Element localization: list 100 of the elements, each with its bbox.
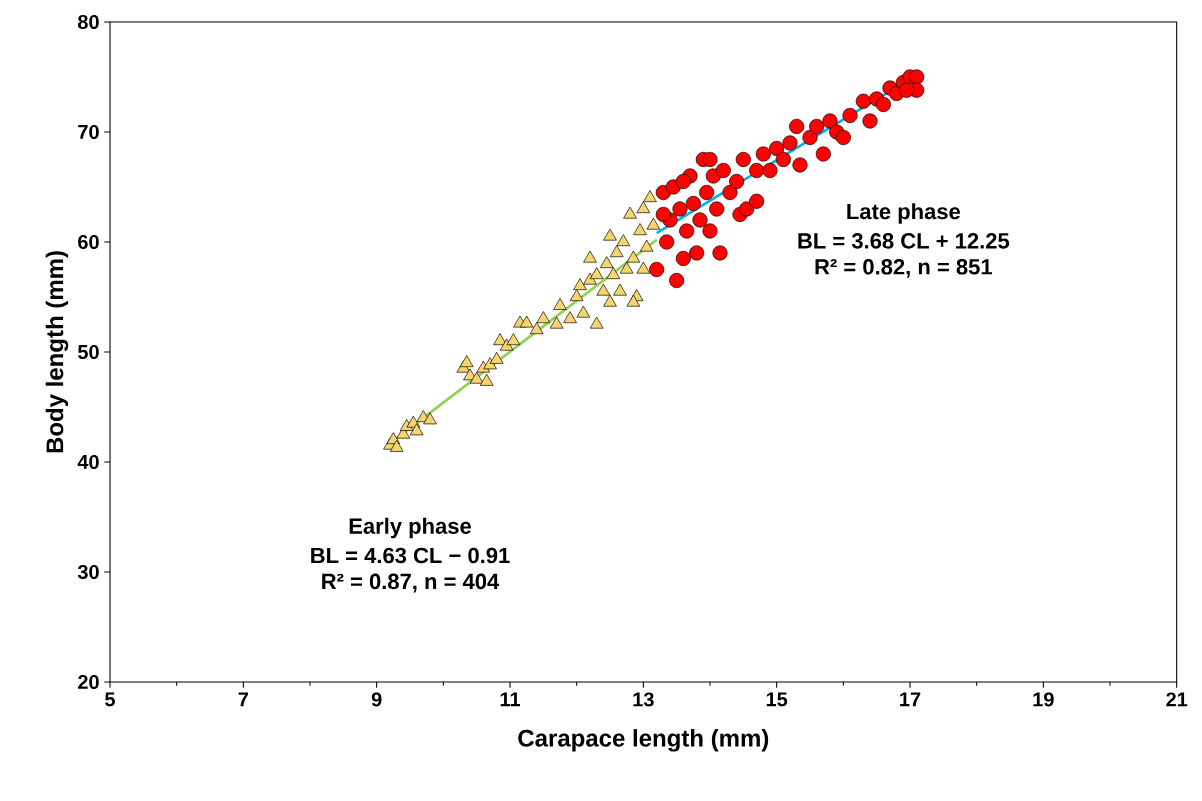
y-tick-label: 30 xyxy=(77,565,99,580)
x-tick-label: 7 xyxy=(238,692,249,707)
point xyxy=(855,93,871,109)
point xyxy=(616,234,631,247)
point xyxy=(762,163,778,179)
point xyxy=(769,141,785,157)
point xyxy=(499,338,514,351)
point xyxy=(626,294,641,307)
point xyxy=(692,212,708,228)
point xyxy=(775,152,791,168)
point xyxy=(862,113,878,129)
y-tick-label: 40 xyxy=(77,455,99,470)
point xyxy=(702,152,718,168)
point xyxy=(649,262,665,278)
point xyxy=(675,174,691,190)
point xyxy=(589,267,604,280)
point xyxy=(626,250,641,263)
point xyxy=(589,316,604,329)
point xyxy=(755,146,771,162)
point xyxy=(529,322,544,335)
point xyxy=(596,283,611,296)
point xyxy=(749,193,765,209)
x-tick-label: 11 xyxy=(500,692,521,707)
y-tick-label: 50 xyxy=(77,345,99,360)
point xyxy=(809,119,825,135)
x-tick-label: 9 xyxy=(371,692,382,707)
x-tick-label: 13 xyxy=(633,692,654,707)
point xyxy=(639,239,654,252)
point xyxy=(489,352,504,364)
point xyxy=(549,316,564,329)
point xyxy=(636,201,651,214)
point xyxy=(633,223,647,236)
x-tick-label: 17 xyxy=(900,692,921,707)
annotation: R² = 0.87, n = 404 xyxy=(322,573,500,593)
point xyxy=(749,163,765,179)
y-tick-label: 60 xyxy=(78,235,99,250)
point xyxy=(899,82,915,98)
point xyxy=(702,223,718,239)
point xyxy=(792,157,808,173)
point xyxy=(423,412,437,425)
point xyxy=(459,355,474,368)
x-tick-label: 21 xyxy=(1166,692,1188,707)
point xyxy=(672,201,688,217)
point xyxy=(815,146,831,162)
point xyxy=(699,185,715,201)
x-tick-label: 15 xyxy=(766,692,788,707)
point xyxy=(599,256,614,269)
point xyxy=(715,163,731,179)
x-tick-label: 5 xyxy=(105,692,115,707)
point xyxy=(722,185,738,201)
point xyxy=(822,113,838,129)
point xyxy=(606,267,621,280)
point xyxy=(569,289,584,302)
point xyxy=(573,278,587,291)
point xyxy=(506,333,521,346)
point xyxy=(409,423,424,436)
x-axis-title: Carapace length (mm) xyxy=(518,729,769,752)
point xyxy=(685,196,701,212)
annotation: R² = 0.82, n = 851 xyxy=(815,259,992,278)
point xyxy=(563,311,577,324)
x-tick-label: 19 xyxy=(1033,692,1054,707)
point xyxy=(646,217,661,230)
point xyxy=(576,305,591,318)
point xyxy=(709,201,725,217)
point xyxy=(835,130,851,146)
point xyxy=(636,261,651,274)
point xyxy=(669,273,685,289)
y-axis-title: Body length (mm) xyxy=(45,251,69,453)
point xyxy=(553,298,567,311)
point xyxy=(875,97,891,113)
point xyxy=(842,108,858,124)
y-tick-label: 70 xyxy=(78,125,99,140)
y-tick-label: 80 xyxy=(77,15,99,30)
point xyxy=(583,272,597,285)
point xyxy=(643,190,657,203)
point xyxy=(735,152,751,168)
point xyxy=(712,245,728,261)
point xyxy=(675,251,691,267)
point xyxy=(479,374,494,386)
point xyxy=(782,135,798,151)
point xyxy=(583,250,597,263)
y-tick-label: 20 xyxy=(78,675,99,690)
point xyxy=(536,311,551,324)
point xyxy=(519,315,534,328)
point xyxy=(655,207,671,223)
annotation: BL = 3.68 CL + 12.25 xyxy=(798,233,1010,249)
point xyxy=(619,261,634,274)
point xyxy=(802,130,818,146)
point xyxy=(469,371,484,384)
annotation: Late phase xyxy=(847,203,961,224)
point xyxy=(729,174,745,190)
point xyxy=(789,119,805,135)
point xyxy=(689,245,705,261)
point xyxy=(623,206,637,219)
point xyxy=(389,440,404,452)
point xyxy=(609,245,624,258)
point xyxy=(739,201,755,217)
point xyxy=(603,294,617,307)
annotation: BL = 4.63 CL − 0.91 xyxy=(311,547,510,564)
point xyxy=(613,283,627,296)
